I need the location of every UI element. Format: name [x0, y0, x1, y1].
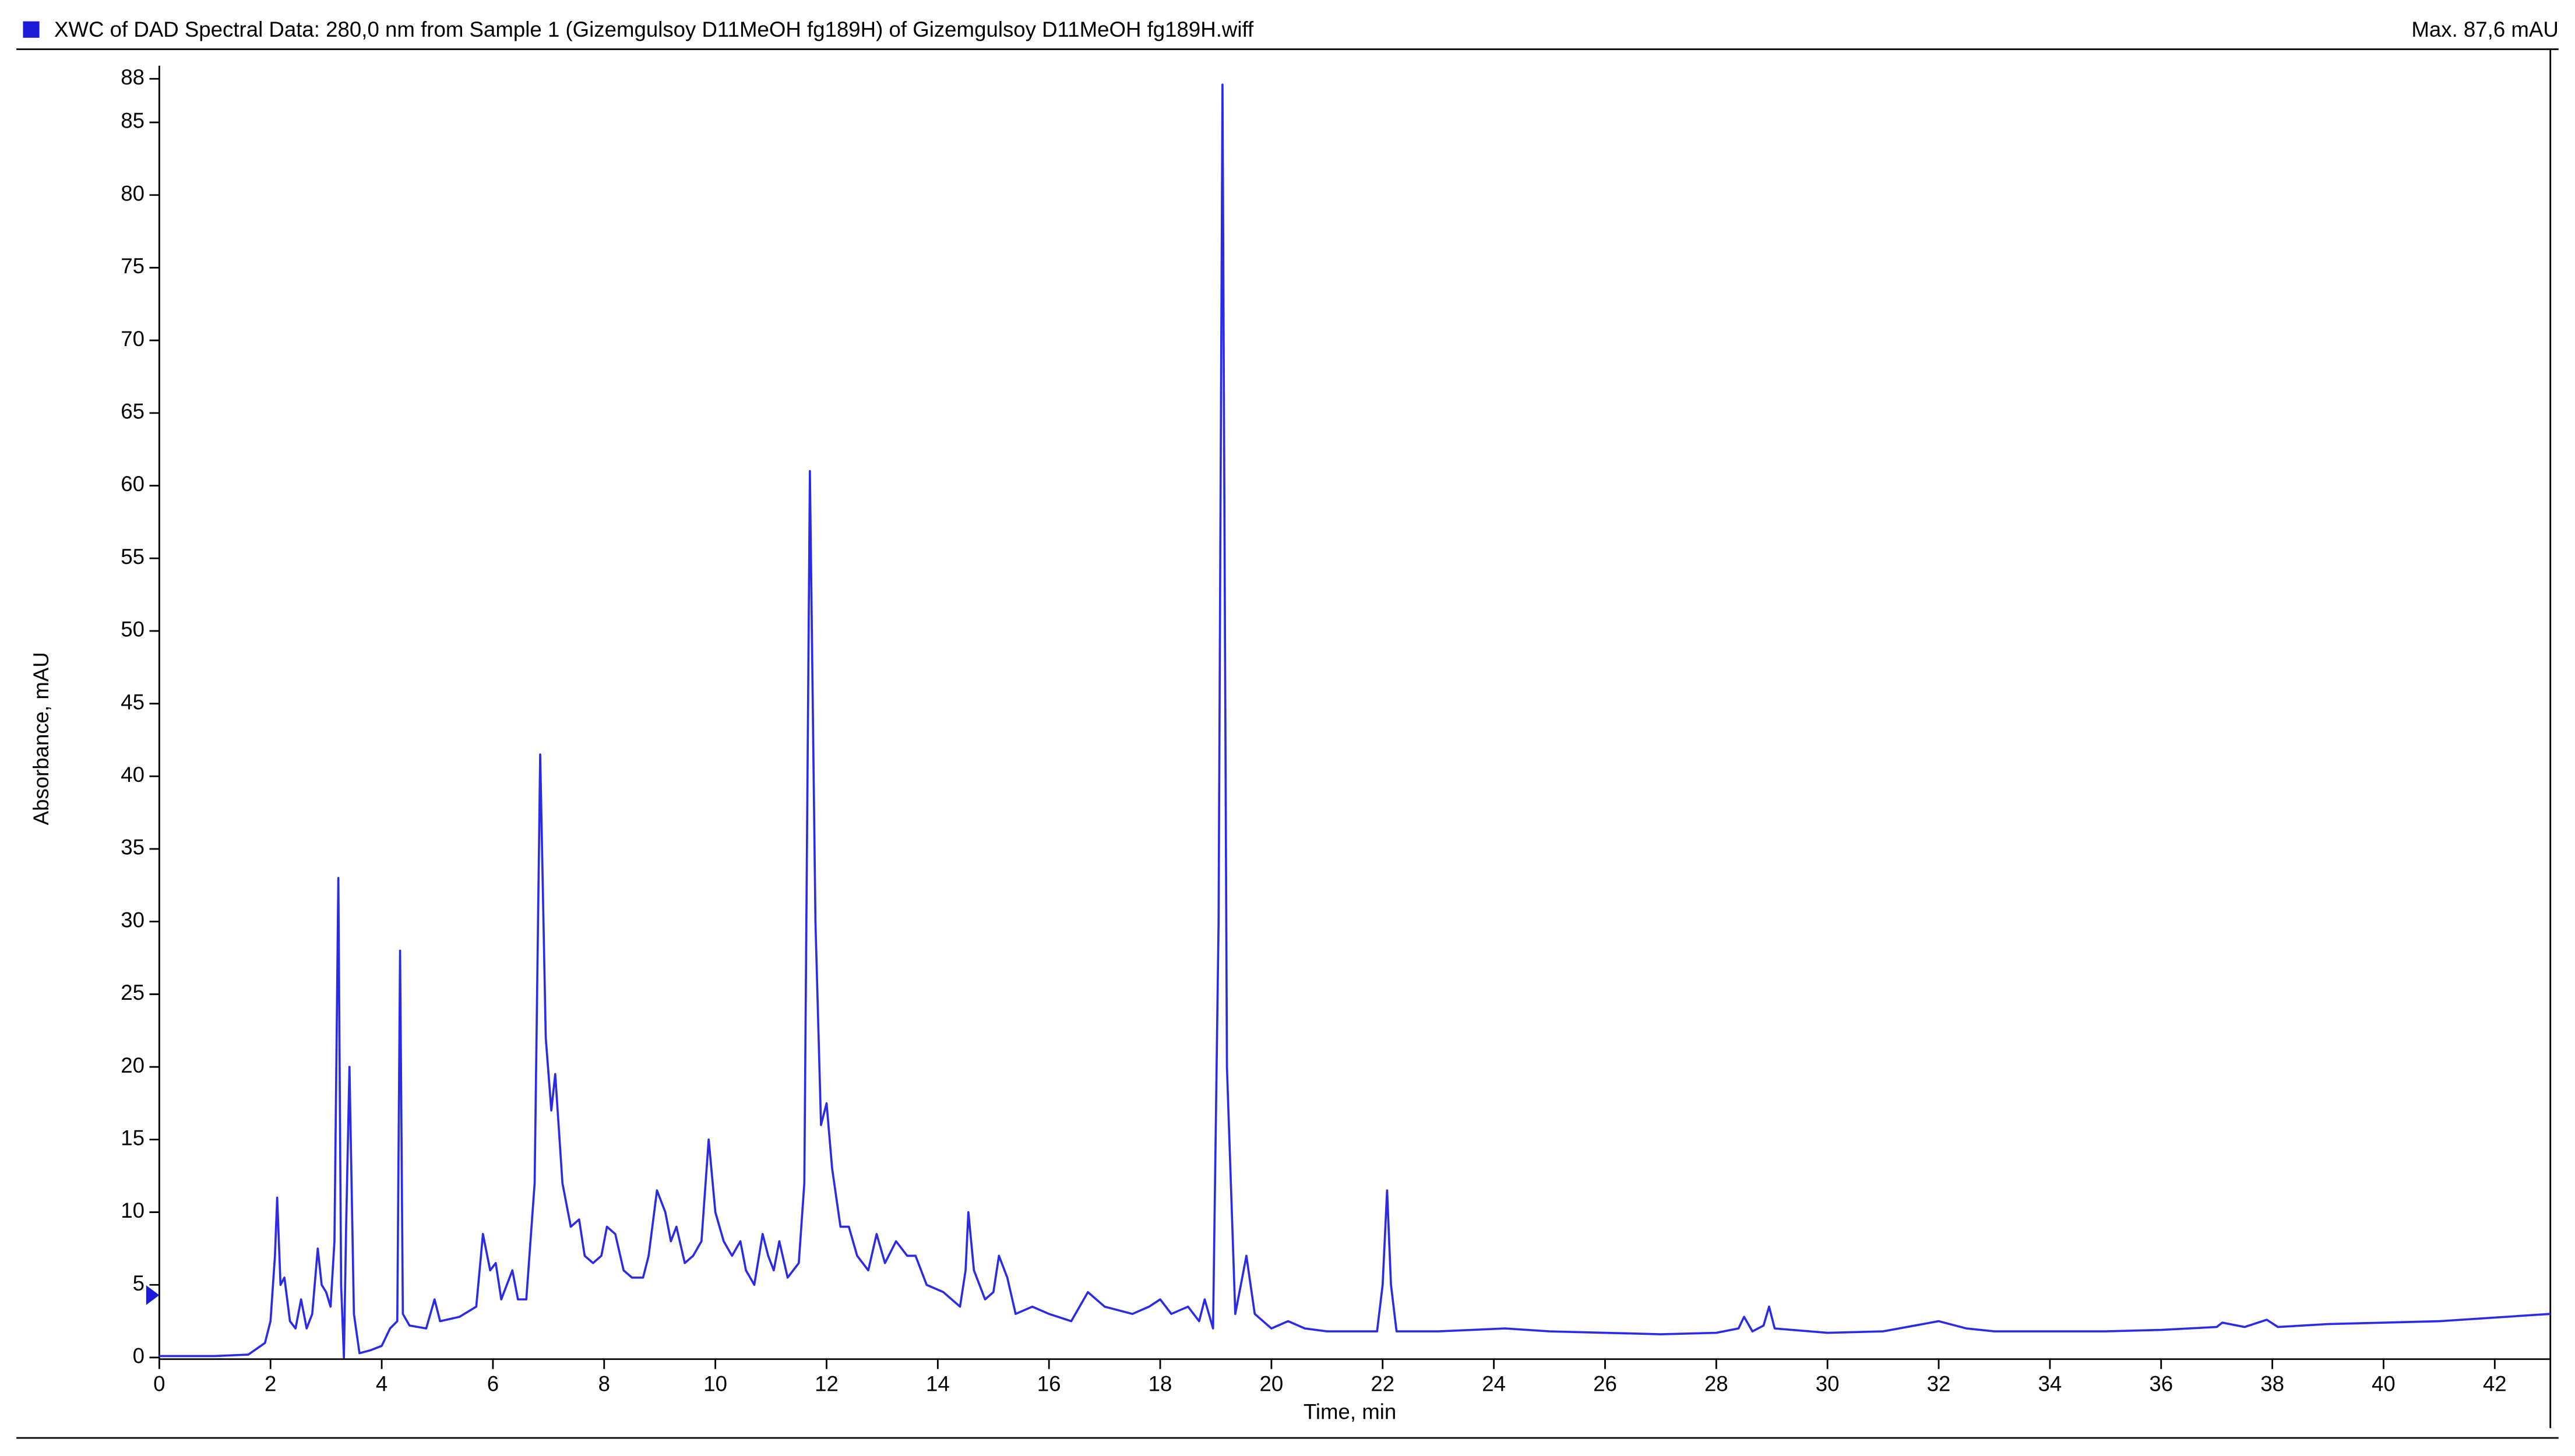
y-tick-label: 80	[121, 181, 145, 205]
x-tick-label: 2	[265, 1372, 276, 1396]
x-tick-label: 30	[1816, 1372, 1840, 1396]
y-tick-label: 15	[121, 1126, 145, 1150]
x-tick-label: 12	[815, 1372, 839, 1396]
x-tick-label: 18	[1149, 1372, 1172, 1396]
chart-title: XWC of DAD Spectral Data: 280,0 nm from …	[54, 17, 1254, 41]
x-tick-label: 20	[1260, 1372, 1284, 1396]
x-tick-label: 6	[487, 1372, 499, 1396]
y-tick-label: 35	[121, 835, 145, 859]
x-tick-label: 40	[2372, 1372, 2396, 1396]
x-tick-label: 36	[2149, 1372, 2173, 1396]
x-tick-label: 4	[376, 1372, 388, 1396]
y-tick-label: 70	[121, 327, 145, 351]
y-tick-label: 5	[133, 1271, 145, 1295]
trace	[159, 83, 2551, 1359]
y-tick-label: 10	[121, 1198, 145, 1222]
y-tick-label: 55	[121, 545, 145, 569]
x-tick-label: 42	[2483, 1372, 2507, 1396]
x-tick-label: 24	[1482, 1372, 1506, 1396]
y-tick-label: 40	[121, 763, 145, 787]
y-tick-label: 50	[121, 618, 145, 641]
y-tick-label: 0	[133, 1344, 145, 1368]
x-tick-label: 38	[2260, 1372, 2284, 1396]
x-tick-label: 8	[598, 1372, 610, 1396]
x-tick-label: 26	[1593, 1372, 1617, 1396]
max-label: Max. 87,6 mAU	[2411, 17, 2558, 41]
y-axis-label: Absorbance, mAU	[29, 652, 53, 825]
y-tick-label: 85	[121, 109, 145, 133]
x-tick-label: 28	[1704, 1372, 1728, 1396]
threshold-marker	[146, 1285, 160, 1305]
y-tick-label: 30	[121, 908, 145, 932]
y-tick-label: 25	[121, 981, 145, 1004]
x-tick-label: 10	[703, 1372, 727, 1396]
x-axis-label: Time, min	[1304, 1399, 1396, 1423]
y-tick-label: 75	[121, 254, 145, 278]
y-tick-label: 20	[121, 1053, 145, 1077]
x-tick-label: 22	[1371, 1372, 1394, 1396]
y-tick-label: 60	[121, 472, 145, 496]
y-tick-label: 45	[121, 690, 145, 714]
y-tick-label: 65	[121, 400, 145, 424]
x-tick-label: 14	[926, 1372, 950, 1396]
x-tick-label: 0	[153, 1372, 165, 1396]
y-tick-label: 88	[121, 65, 145, 89]
x-tick-label: 32	[1927, 1372, 1951, 1396]
x-tick-label: 34	[2038, 1372, 2062, 1396]
legend-icon	[23, 21, 40, 38]
x-tick-label: 16	[1037, 1372, 1061, 1396]
